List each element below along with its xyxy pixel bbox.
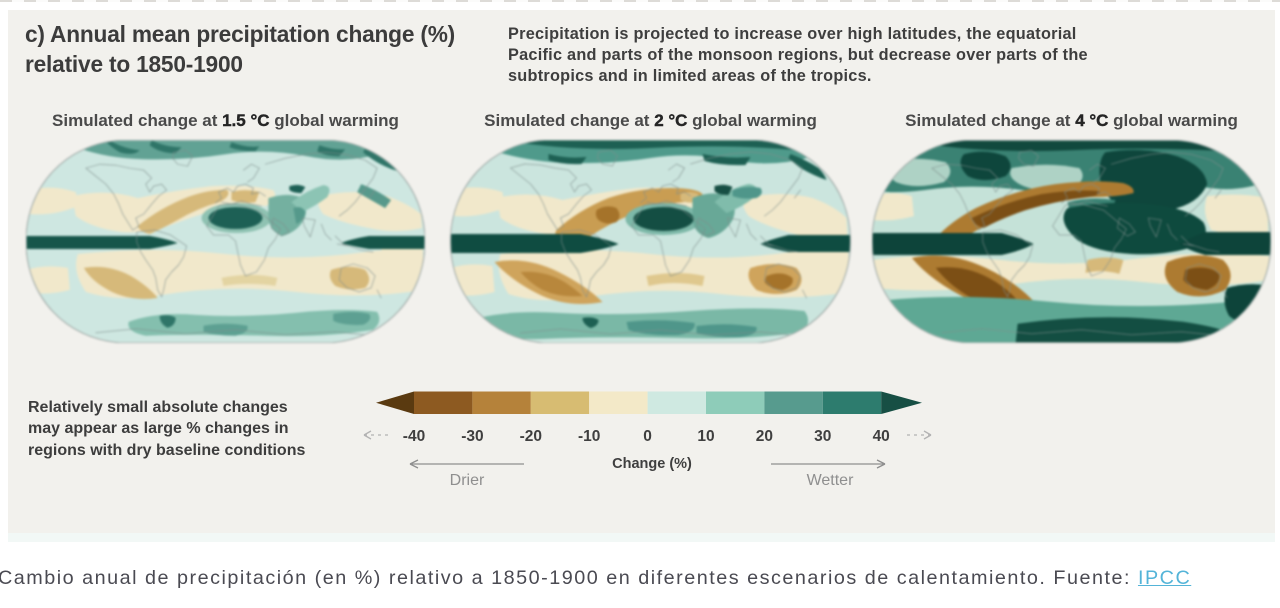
svg-text:Drier: Drier	[450, 472, 485, 489]
svg-text:-10: -10	[578, 428, 600, 445]
svg-text:20: 20	[756, 428, 773, 445]
svg-text:10: 10	[697, 428, 714, 445]
svg-text:0: 0	[643, 428, 652, 445]
svg-text:-40: -40	[403, 428, 425, 445]
svg-text:Wetter: Wetter	[807, 472, 855, 489]
svg-text:Change (%): Change (%)	[612, 456, 692, 472]
svg-text:-20: -20	[520, 428, 542, 445]
svg-text:30: 30	[814, 428, 831, 445]
svg-text:-30: -30	[461, 428, 483, 445]
svg-text:40: 40	[873, 428, 890, 445]
